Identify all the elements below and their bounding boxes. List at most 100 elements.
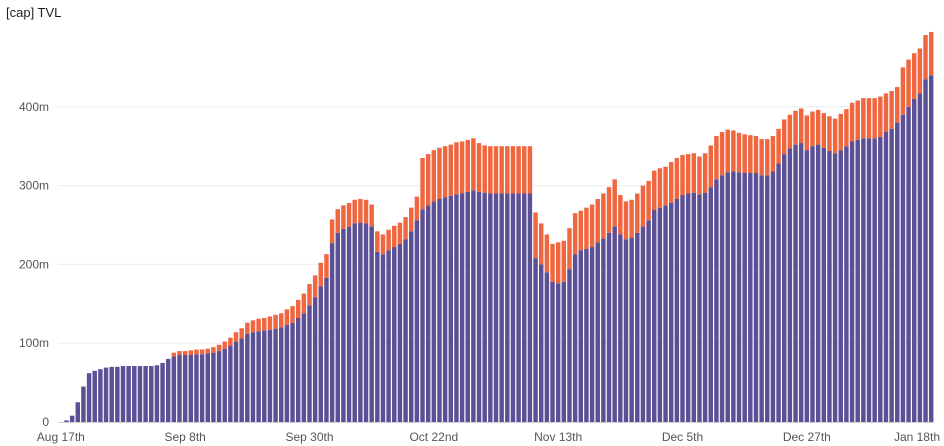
- bar-base[interactable]: [702, 192, 708, 422]
- bar-base[interactable]: [589, 247, 595, 422]
- bar-base[interactable]: [222, 348, 227, 422]
- bar-base[interactable]: [386, 250, 391, 422]
- bar-base[interactable]: [584, 248, 589, 422]
- bar-base[interactable]: [380, 254, 386, 422]
- bar-extra[interactable]: [595, 199, 600, 243]
- bar-base[interactable]: [810, 146, 815, 422]
- bar-extra[interactable]: [883, 93, 889, 133]
- bar-extra[interactable]: [815, 109, 821, 145]
- bar-extra[interactable]: [482, 145, 487, 193]
- bar-base[interactable]: [318, 286, 324, 422]
- bar-base[interactable]: [883, 132, 889, 422]
- bar-extra[interactable]: [555, 242, 561, 284]
- bar-base[interactable]: [228, 345, 233, 422]
- bar-base[interactable]: [363, 223, 369, 422]
- bar-base[interactable]: [392, 247, 397, 422]
- bar-base[interactable]: [719, 175, 725, 422]
- bar-base[interactable]: [81, 386, 86, 422]
- bar-extra[interactable]: [171, 352, 177, 357]
- bar-extra[interactable]: [228, 337, 233, 346]
- bar-base[interactable]: [612, 226, 617, 422]
- bar-base[interactable]: [482, 192, 487, 422]
- bar-base[interactable]: [273, 329, 278, 422]
- bar-base[interactable]: [188, 355, 194, 422]
- bar-base[interactable]: [459, 193, 465, 422]
- bar-base[interactable]: [279, 327, 284, 422]
- bar-base[interactable]: [211, 352, 216, 422]
- bar-extra[interactable]: [245, 322, 250, 334]
- bar-base[interactable]: [137, 366, 143, 422]
- bar-extra[interactable]: [392, 225, 397, 248]
- bar-base[interactable]: [499, 193, 504, 422]
- bar-base[interactable]: [753, 172, 759, 422]
- bar-base[interactable]: [262, 330, 267, 422]
- bar-base[interactable]: [403, 239, 408, 422]
- bar-extra[interactable]: [832, 118, 838, 154]
- bar-base[interactable]: [663, 205, 668, 422]
- bar-base[interactable]: [668, 202, 674, 422]
- bar-base[interactable]: [290, 322, 295, 422]
- bar-extra[interactable]: [335, 209, 340, 233]
- bar-extra[interactable]: [279, 313, 284, 328]
- bar-base[interactable]: [736, 172, 742, 422]
- bar-base[interactable]: [827, 150, 832, 422]
- bar-extra[interactable]: [341, 205, 346, 229]
- bar-base[interactable]: [369, 226, 374, 422]
- bar-base[interactable]: [900, 114, 906, 423]
- bar-base[interactable]: [510, 193, 516, 422]
- bar-extra[interactable]: [567, 228, 572, 270]
- bar-extra[interactable]: [239, 328, 244, 339]
- bar-base[interactable]: [465, 191, 470, 422]
- bar-extra[interactable]: [635, 193, 640, 233]
- bar-extra[interactable]: [691, 153, 697, 193]
- bar-extra[interactable]: [522, 146, 527, 194]
- bar-extra[interactable]: [476, 143, 482, 192]
- bar-extra[interactable]: [505, 146, 510, 194]
- bar-extra[interactable]: [578, 210, 583, 251]
- bar-base[interactable]: [782, 154, 787, 422]
- bar-extra[interactable]: [810, 111, 815, 147]
- bar-extra[interactable]: [601, 193, 606, 239]
- bar-extra[interactable]: [911, 53, 917, 99]
- bar-base[interactable]: [928, 75, 934, 422]
- bar-extra[interactable]: [844, 109, 849, 147]
- bar-base[interactable]: [154, 365, 160, 422]
- bar-extra[interactable]: [561, 240, 567, 282]
- bar-extra[interactable]: [194, 349, 199, 355]
- bar-base[interactable]: [522, 193, 527, 422]
- bar-base[interactable]: [301, 313, 307, 422]
- bar-base[interactable]: [601, 238, 606, 422]
- bar-extra[interactable]: [454, 142, 459, 195]
- bar-base[interactable]: [352, 223, 357, 422]
- bar-base[interactable]: [838, 150, 843, 422]
- bar-base[interactable]: [765, 175, 770, 422]
- bar-extra[interactable]: [431, 150, 437, 202]
- bar-extra[interactable]: [725, 129, 730, 173]
- bar-extra[interactable]: [409, 207, 414, 232]
- bar-extra[interactable]: [363, 199, 369, 224]
- bar-extra[interactable]: [250, 320, 256, 333]
- bar-extra[interactable]: [640, 185, 646, 227]
- bar-extra[interactable]: [589, 204, 595, 248]
- bar-base[interactable]: [911, 98, 917, 423]
- bar-base[interactable]: [714, 179, 719, 422]
- bar-extra[interactable]: [804, 115, 810, 151]
- bar-base[interactable]: [295, 317, 301, 422]
- bar-base[interactable]: [205, 353, 210, 422]
- bar-base[interactable]: [397, 243, 403, 422]
- bar-extra[interactable]: [736, 132, 742, 173]
- bar-extra[interactable]: [182, 351, 188, 356]
- bar-extra[interactable]: [928, 31, 934, 76]
- bar-extra[interactable]: [827, 116, 832, 151]
- bar-base[interactable]: [742, 172, 747, 422]
- bar-base[interactable]: [804, 150, 810, 422]
- bar-extra[interactable]: [742, 134, 747, 173]
- bar-base[interactable]: [471, 190, 476, 422]
- bar-base[interactable]: [98, 369, 103, 422]
- bar-extra[interactable]: [680, 154, 685, 196]
- bar-base[interactable]: [409, 231, 414, 422]
- bar-extra[interactable]: [211, 347, 216, 353]
- bar-extra[interactable]: [295, 299, 301, 318]
- bar-base[interactable]: [120, 366, 126, 422]
- bar-base[interactable]: [448, 195, 454, 422]
